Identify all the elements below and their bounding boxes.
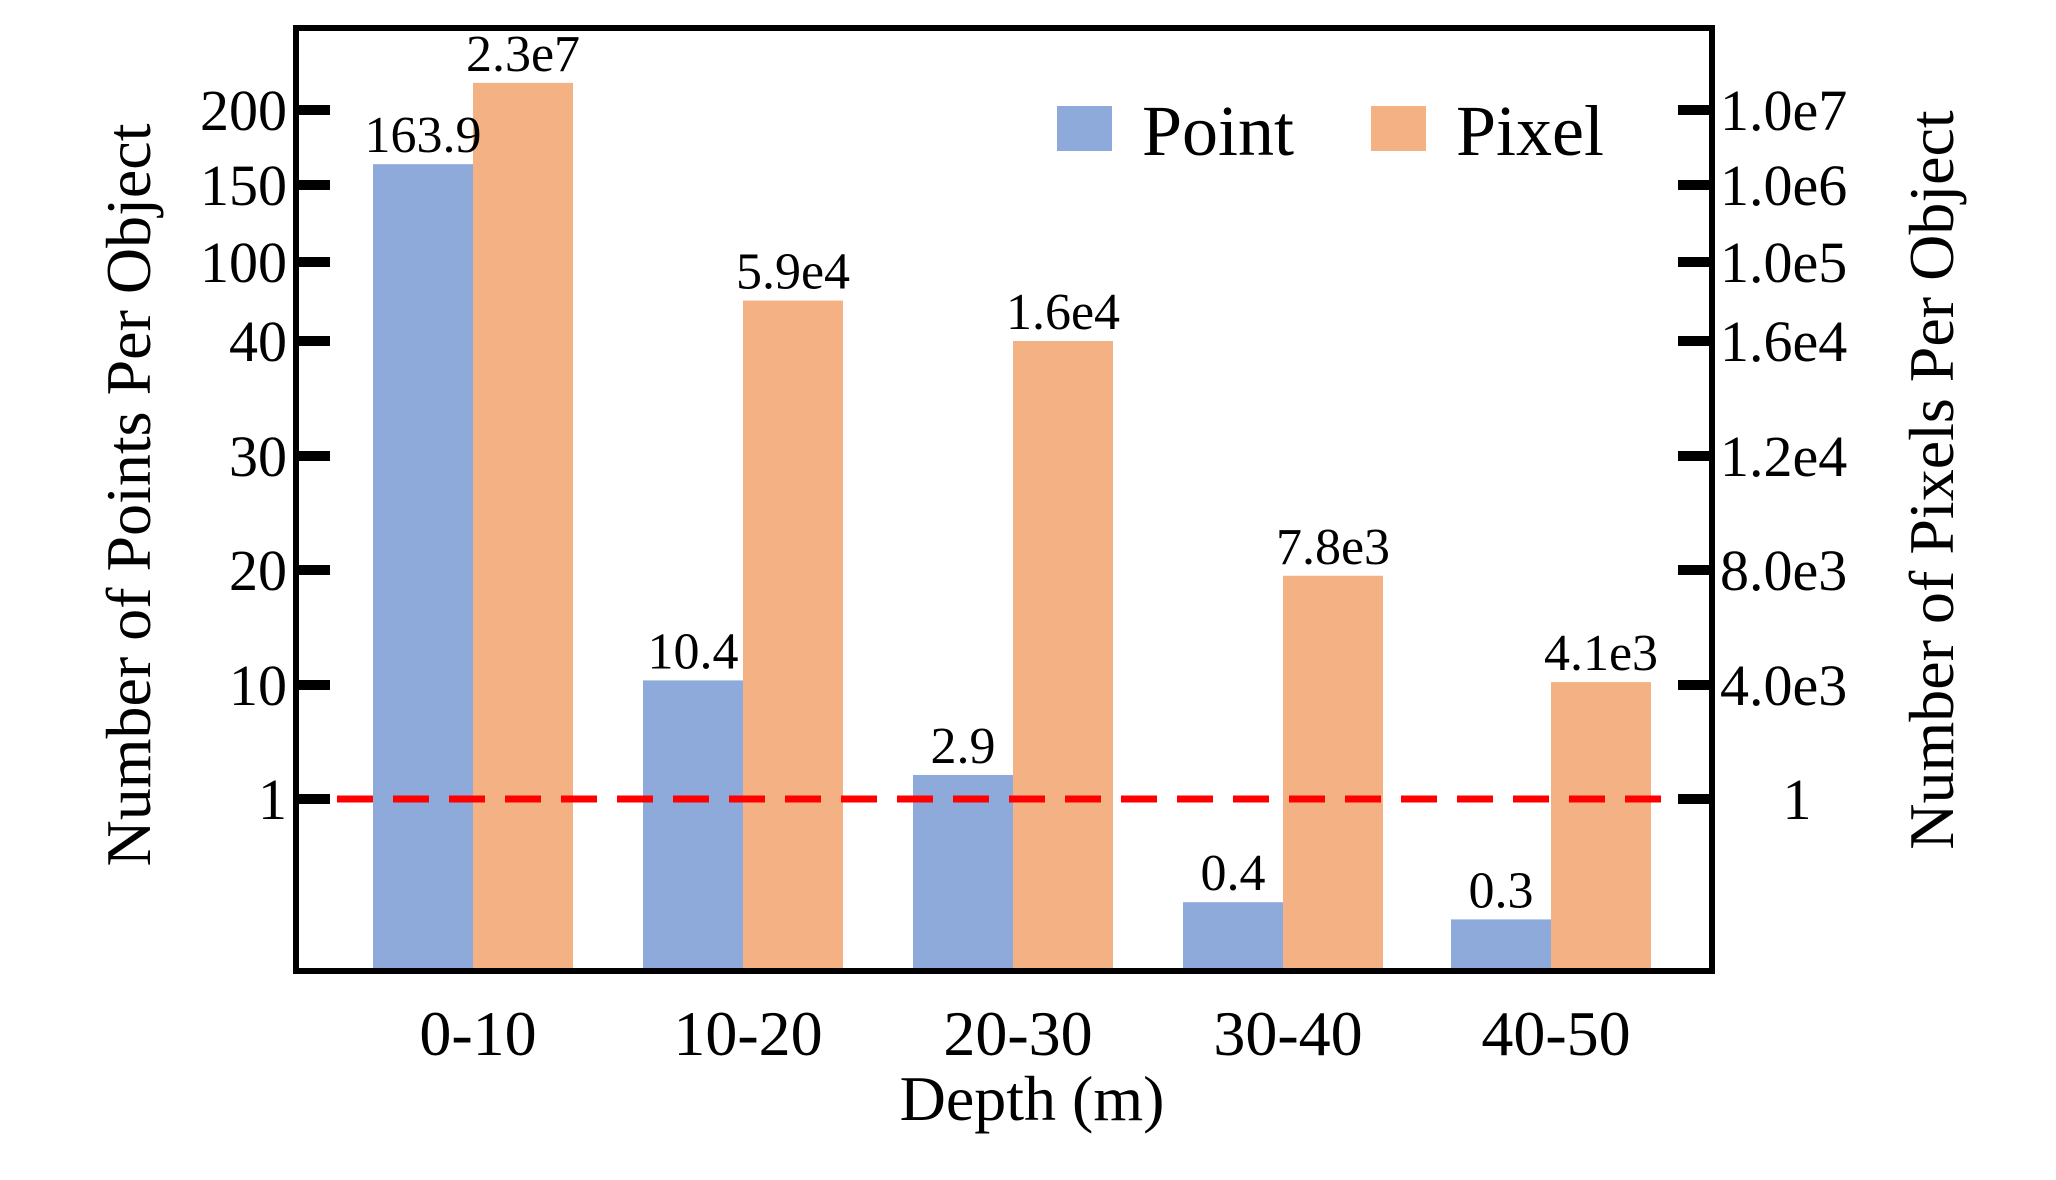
x-axis-label: Depth (m) <box>900 1063 1165 1134</box>
data-label-point-0-10: 163.9 <box>365 107 482 164</box>
bar-point-40-50 <box>1451 919 1551 971</box>
legend: Point Pixel <box>1057 91 1604 171</box>
y-tick-label-right-1-6e4: 1.6e4 <box>1720 309 1847 374</box>
y-axis-label-left: Number of Points Per Object <box>93 123 164 866</box>
x-tick-label-40-50: 40-50 <box>1481 998 1630 1069</box>
data-label-pixel-40-50: 4.1e3 <box>1544 625 1658 682</box>
bar-point-20-30 <box>913 774 1013 971</box>
legend-swatch-pixel <box>1371 106 1426 151</box>
bar-pixel-40-50 <box>1551 682 1651 971</box>
data-label-pixel-10-20: 5.9e4 <box>736 244 850 301</box>
y-tick-label-right-1-2e4: 1.2e4 <box>1720 424 1847 489</box>
plot-frame <box>293 25 1715 974</box>
y-axis-label-right: Number of Pixels Per Object <box>1896 110 1967 850</box>
x-tick-labels-layer: 0-10 10-20 20-30 30-40 40-50 <box>419 998 1630 1069</box>
bar-pixel-30-40 <box>1283 575 1383 971</box>
y-tick-label-left-200: 200 <box>200 78 287 143</box>
data-labels-layer: 163.9 10.4 2.9 0.4 0.3 2.3e7 5.9e4 1.6e4 7.8e3 4.… <box>365 26 1659 920</box>
bar-pixel-20-30 <box>1013 341 1113 971</box>
y-tick-label-left-40: 40 <box>229 309 287 374</box>
data-label-point-10-20: 10.4 <box>648 623 739 680</box>
bar-pixel-10-20 <box>743 300 843 971</box>
y-tick-label-right-1-0e5: 1.0e5 <box>1720 230 1847 295</box>
x-tick-label-30-40: 30-40 <box>1213 998 1362 1069</box>
y-tick-label-left-1: 1 <box>258 767 287 832</box>
legend-label-pixel: Pixel <box>1456 91 1604 171</box>
y-tick-label-right-1-0e6: 1.0e6 <box>1720 153 1847 218</box>
data-label-pixel-20-30: 1.6e4 <box>1006 284 1120 341</box>
y-tick-label-right-8-0e3: 8.0e3 <box>1720 538 1847 603</box>
ticks-layer: 1 1 10 4.0e3 20 8.0e3 30 1.2e4 40 1.6e4 100 1.0e5 15… <box>200 78 1847 832</box>
data-label-point-20-30: 2.9 <box>931 718 996 775</box>
y-tick-label-left-100: 100 <box>200 230 287 295</box>
data-label-point-40-50: 0.3 <box>1469 862 1534 919</box>
y-tick-label-right-4-0e3: 4.0e3 <box>1720 653 1847 718</box>
y-tick-label-right-1: 1 <box>1783 767 1812 832</box>
y-tick-label-left-20: 20 <box>229 538 287 603</box>
y-tick-label-left-10: 10 <box>229 653 287 718</box>
bar-pixel-0-10 <box>473 82 573 971</box>
y-tick-label-left-150: 150 <box>200 153 287 218</box>
y-tick-label-left-30: 30 <box>229 424 287 489</box>
x-tick-label-0-10: 0-10 <box>419 998 536 1069</box>
data-label-point-30-40: 0.4 <box>1201 845 1266 902</box>
bar-point-10-20 <box>643 680 743 971</box>
bars-layer <box>373 82 1651 971</box>
y-tick-label-right-1-0e7: 1.0e7 <box>1720 78 1847 143</box>
x-tick-label-10-20: 10-20 <box>673 998 822 1069</box>
bar-point-0-10 <box>373 164 473 971</box>
data-label-pixel-30-40: 7.8e3 <box>1276 519 1390 576</box>
x-tick-label-20-30: 20-30 <box>943 998 1092 1069</box>
legend-swatch-point <box>1057 106 1112 151</box>
data-label-pixel-0-10: 2.3e7 <box>466 26 580 83</box>
legend-label-point: Point <box>1142 91 1294 171</box>
bar-point-30-40 <box>1183 902 1283 971</box>
